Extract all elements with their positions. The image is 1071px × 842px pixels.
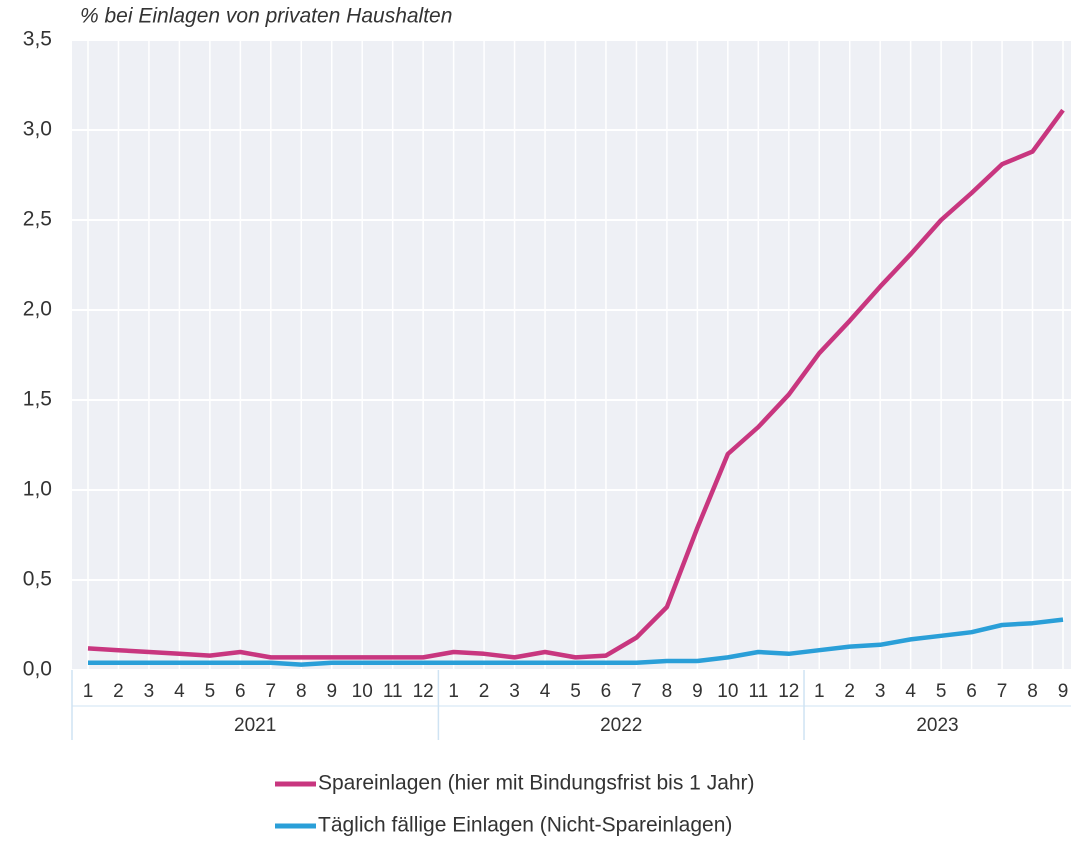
- x-tick-label: 4: [540, 681, 551, 702]
- x-tick-label: 8: [662, 681, 673, 702]
- legend-label: Spareinlagen (hier mit Bindungsfrist bis…: [318, 772, 755, 795]
- x-tick-label: 10: [352, 681, 373, 702]
- x-tick-label: 1: [83, 681, 94, 702]
- x-tick-label: 6: [235, 681, 246, 702]
- x-tick-label: 7: [997, 681, 1008, 702]
- x-tick-label: 2: [113, 681, 124, 702]
- x-group-label: 2023: [916, 715, 958, 736]
- x-tick-label: 4: [174, 681, 185, 702]
- x-tick-label: 6: [966, 681, 977, 702]
- y-tick-label: 1,5: [23, 388, 52, 411]
- x-tick-label: 2: [844, 681, 855, 702]
- x-tick-label: 4: [905, 681, 916, 702]
- x-tick-label: 11: [383, 681, 403, 702]
- x-tick-label: 10: [717, 681, 738, 702]
- line-series: [88, 617, 1064, 667]
- y-tick-label: 1,0: [23, 478, 52, 501]
- x-tick-label: 2: [479, 681, 490, 702]
- y-tick-label: 2,0: [23, 298, 52, 321]
- y-tick-label: 0,5: [23, 568, 52, 591]
- chart-title: % bei Einlagen von privaten Haushalten: [80, 5, 452, 28]
- x-tick-label: 5: [205, 681, 216, 702]
- legend-label: Täglich fällige Einlagen (Nicht-Spareinl…: [318, 814, 732, 837]
- x-group-label: 2022: [600, 715, 642, 736]
- plot-area: [72, 40, 1071, 670]
- x-tick-label: 11: [748, 681, 768, 702]
- x-tick-label: 9: [692, 681, 703, 702]
- x-tick-label: 1: [448, 681, 459, 702]
- x-tick-label: 5: [570, 681, 581, 702]
- x-tick-label: 8: [296, 681, 307, 702]
- x-tick-label: 12: [778, 681, 799, 702]
- x-group-label: 2021: [234, 715, 276, 736]
- x-tick-label: 7: [266, 681, 277, 702]
- x-tick-label: 9: [1058, 681, 1069, 702]
- x-tick-label: 6: [601, 681, 612, 702]
- x-tick-label: 3: [875, 681, 886, 702]
- x-tick-label: 3: [509, 681, 520, 702]
- y-tick-label: 3,0: [23, 118, 52, 141]
- x-tick-label: 1: [814, 681, 825, 702]
- x-tick-label: 7: [631, 681, 642, 702]
- y-tick-label: 3,5: [23, 28, 52, 51]
- y-tick-label: 2,5: [23, 208, 52, 231]
- x-tick-label: 3: [144, 681, 155, 702]
- x-tick-label: 12: [413, 681, 434, 702]
- line-series: [87, 108, 1065, 660]
- y-tick-label: 0,0: [23, 658, 52, 681]
- x-tick-label: 9: [326, 681, 337, 702]
- x-tick-label: 5: [936, 681, 947, 702]
- x-tick-label: 8: [1027, 681, 1038, 702]
